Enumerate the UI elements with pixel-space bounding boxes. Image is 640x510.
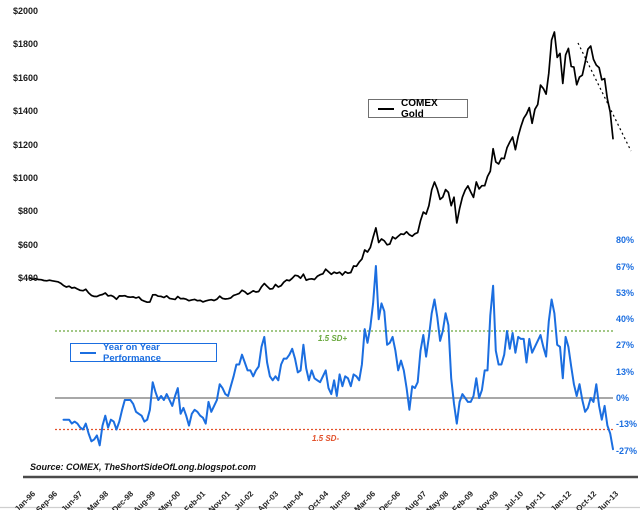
- trend-projection-line: [577, 42, 632, 152]
- right-axis-tick-label: 80%: [616, 235, 635, 245]
- right-axis-tick-label: 53%: [616, 288, 635, 298]
- left-axis-tick-label: $600: [17, 240, 38, 250]
- right-axis-tick-label: 13%: [616, 367, 635, 377]
- right-axis-tick-label: 0%: [616, 393, 630, 403]
- right-axis-tick-label: 67%: [616, 262, 635, 272]
- yoy-performance-line: [62, 265, 614, 451]
- sd-plus-label: 1.5 SD+: [318, 334, 348, 343]
- legend-comex-gold-label: COMEX Gold: [401, 97, 438, 120]
- gold-line-swatch: [378, 107, 394, 110]
- legend-yoy-performance-label: Year on Year Performance: [103, 341, 162, 364]
- left-axis-tick-label: $1400: [12, 106, 38, 116]
- source-note: Source: COMEX, TheShortSideOfLong.blogsp…: [30, 462, 257, 472]
- left-axis-tick-label: $800: [17, 206, 38, 216]
- right-axis-tick-label: -27%: [616, 446, 638, 456]
- right-axis-tick-label: 27%: [616, 340, 635, 350]
- left-axis-tick-label: $1200: [12, 140, 38, 150]
- left-axis-tick-label: $1600: [12, 73, 38, 83]
- comex-gold-line: [29, 31, 614, 304]
- sd-minus-label: 1.5 SD-: [312, 434, 340, 443]
- left-axis-tick-label: $1000: [12, 173, 38, 183]
- left-axis-tick-label: $1800: [12, 39, 38, 49]
- legend-comex-gold: COMEX Gold: [368, 97, 468, 120]
- left-axis-tick-label: $400: [17, 273, 38, 283]
- legend-yoy-performance: Year on Year Performance: [70, 341, 217, 364]
- left-axis-tick-label: $2000: [12, 6, 38, 16]
- yoy-line-swatch: [80, 351, 96, 354]
- right-axis-tick-label: 40%: [616, 314, 635, 324]
- right-axis-tick-label: -13%: [616, 419, 638, 429]
